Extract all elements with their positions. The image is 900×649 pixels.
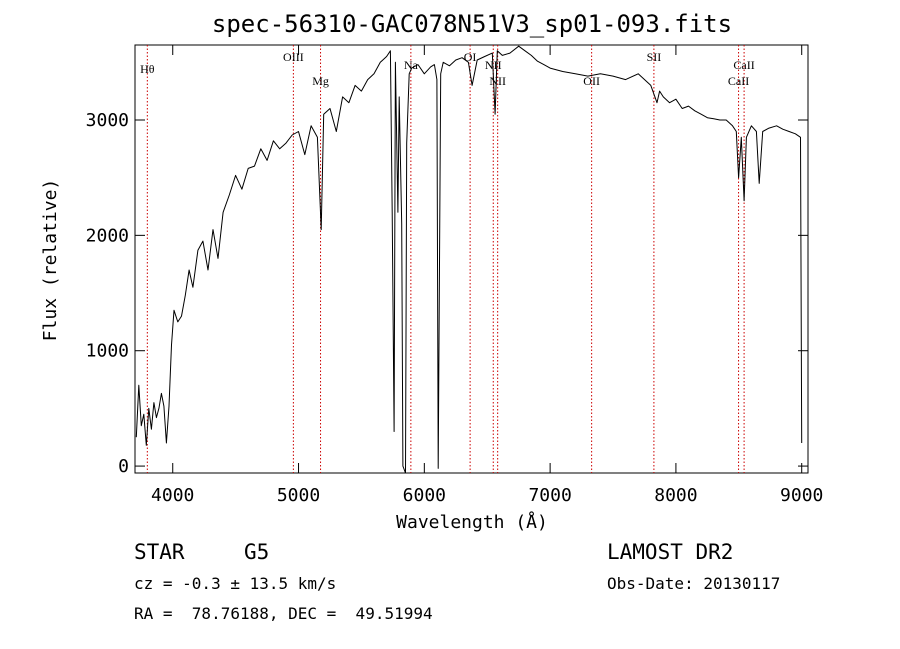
x-tick-label: 8000	[654, 485, 697, 506]
line-marker-label: Hθ	[140, 62, 155, 76]
y-axis-label: Flux (relative)	[40, 179, 61, 342]
y-tick-label: 3000	[86, 110, 129, 131]
line-marker-label: SII	[647, 50, 662, 64]
x-tick-label: 4000	[151, 485, 194, 506]
axis-ticks: 4000 5000 6000 7000 8000 9000 0 1000 2000 3000	[86, 45, 823, 506]
series-layer	[135, 45, 803, 474]
plot-frame	[134, 44, 809, 474]
x-tick-label: 9000	[780, 485, 823, 506]
chart-title: spec-56310-GAC078N51V3_sp01-093.fits	[212, 10, 732, 38]
spectrum-chart: spec-56310-GAC078N51V3_sp01-093.fits Hθ O…	[40, 10, 823, 533]
y-tick-label: 0	[118, 456, 129, 477]
object-subclass: G5	[244, 540, 270, 564]
line-marker-label: NII	[489, 74, 506, 88]
line-marker-label: OI	[464, 50, 477, 64]
line-marker-label: Na	[404, 58, 419, 72]
x-tick-label: 6000	[403, 485, 446, 506]
y-tick-label: 2000	[86, 225, 129, 246]
survey-name: LAMOST DR2	[607, 540, 734, 564]
spectrum-line	[135, 45, 803, 474]
line-marker-label: CaII	[728, 74, 749, 88]
line-marker-label: OIII	[283, 50, 304, 64]
redshift-text: cz = -0.3 ± 13.5 km/s	[134, 574, 337, 593]
x-tick-label: 5000	[277, 485, 320, 506]
obs-date: Obs-Date: 20130117	[607, 574, 781, 593]
line-marker-label: Mg	[312, 74, 329, 88]
y-tick-label: 1000	[86, 341, 129, 362]
x-tick-label: 7000	[528, 485, 571, 506]
coordinates-text: RA = 78.76188, DEC = 49.51994	[134, 604, 433, 623]
line-marker-label: OII	[583, 74, 600, 88]
object-class: STAR	[134, 540, 185, 564]
x-axis-label: Wavelength (Å)	[396, 511, 548, 533]
line-marker-label: CaII	[733, 58, 754, 72]
